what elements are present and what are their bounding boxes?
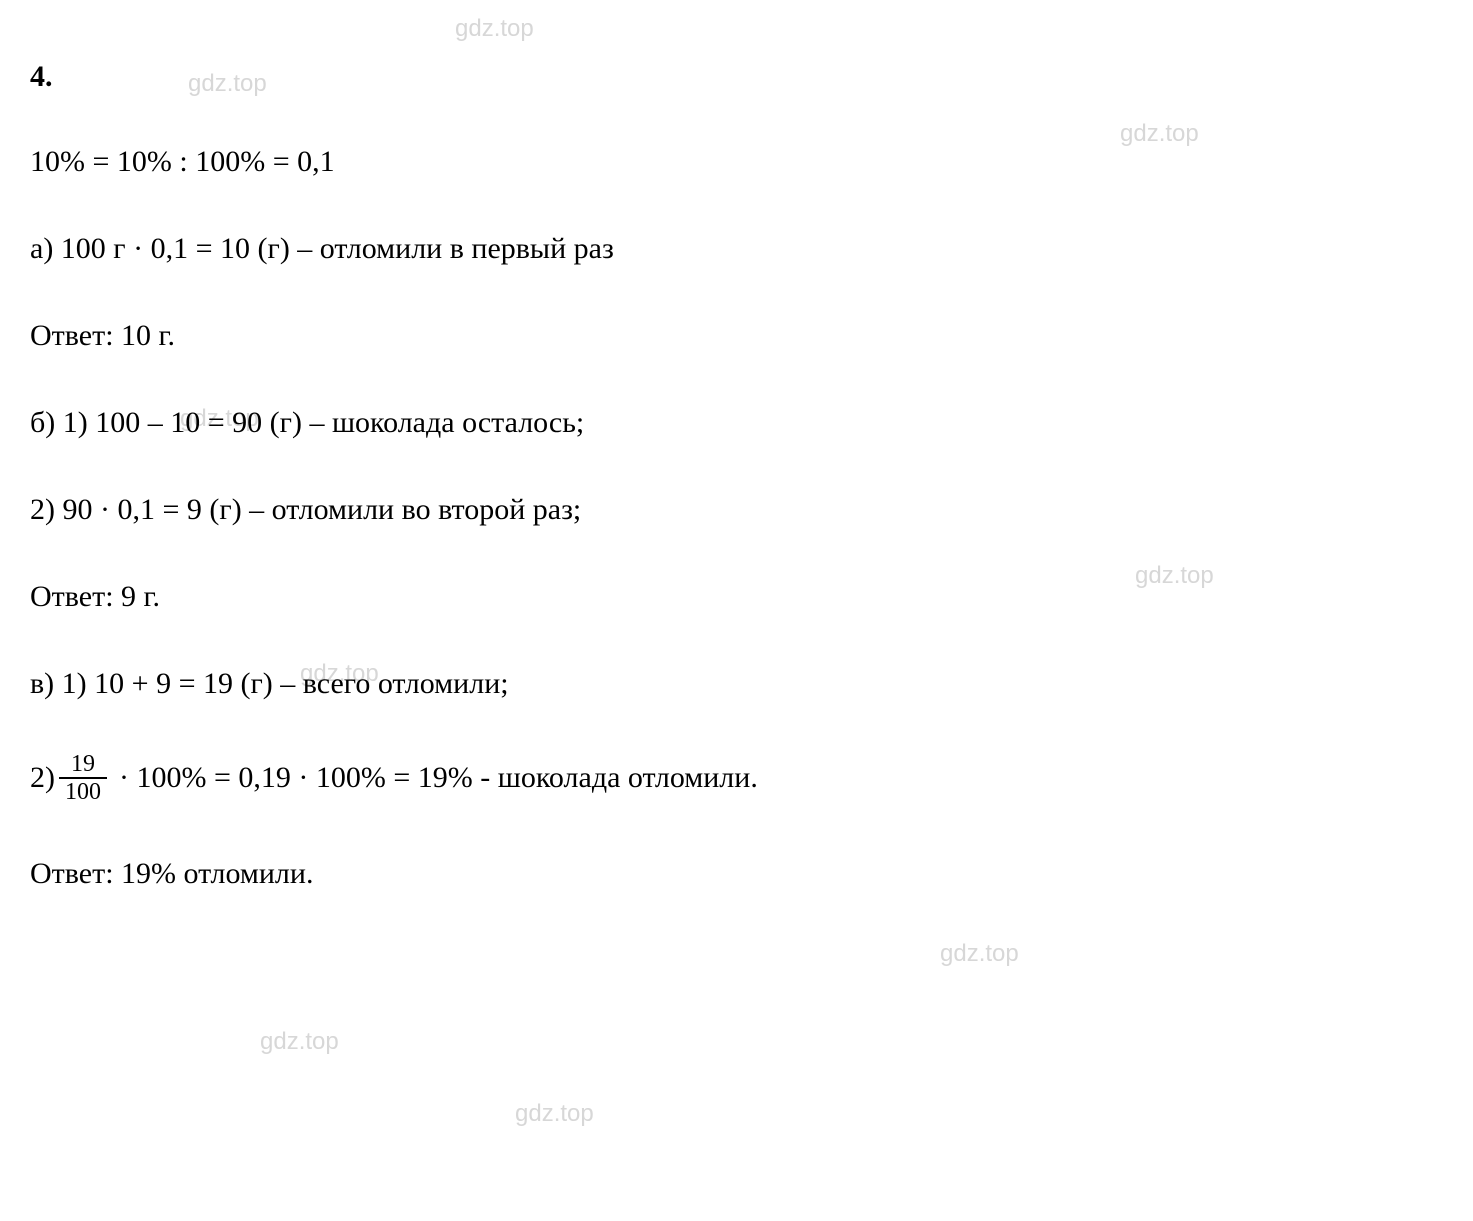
part-c2-suffix: · 100% = 0,19 · 100% = 19% - шоколада от… <box>119 761 758 795</box>
fraction: 19 100 <box>59 751 107 806</box>
part-a-line: а) 100 г · 0,1 = 10 (г) – отломили в пер… <box>30 229 1443 268</box>
part-b2-line: 2) 90 · 0,1 = 9 (г) – отломили во второй… <box>30 490 1443 529</box>
answer-b: Ответ: 9 г. <box>30 577 1443 616</box>
problem-number: 4. <box>30 60 1443 94</box>
percent-conversion-line: 10% = 10% : 100% = 0,1 <box>30 142 1443 181</box>
answer-a: Ответ: 10 г. <box>30 316 1443 355</box>
fraction-numerator: 19 <box>59 751 107 779</box>
watermark: gdz.top <box>515 1100 594 1128</box>
part-c2-line: 2) 19 100 · 100% = 0,19 · 100% = 19% - ш… <box>30 751 1443 806</box>
part-c2-prefix: 2) <box>30 761 55 795</box>
document-content: 4. 10% = 10% : 100% = 0,1 а) 100 г · 0,1… <box>0 0 1473 971</box>
part-c1-line: в) 1) 10 + 9 = 19 (г) – всего отломили; <box>30 664 1443 703</box>
watermark: gdz.top <box>260 1028 339 1056</box>
part-b1-line: б) 1) 100 – 10 = 90 (г) – шоколада остал… <box>30 403 1443 442</box>
fraction-denominator: 100 <box>59 779 107 805</box>
answer-c: Ответ: 19% отломили. <box>30 854 1443 893</box>
